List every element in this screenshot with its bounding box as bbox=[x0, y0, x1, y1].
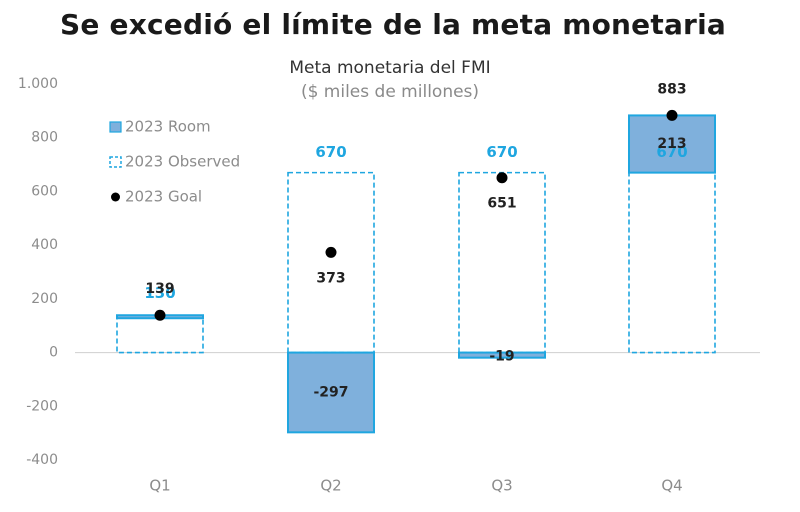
y-tick-label: 600 bbox=[31, 183, 58, 199]
x-tick-label: Q3 bbox=[491, 477, 512, 495]
y-tick-label: 200 bbox=[31, 291, 58, 307]
goal-dot bbox=[154, 309, 166, 321]
goal-value-label: 651 bbox=[487, 196, 516, 212]
x-tick-label: Q4 bbox=[661, 477, 682, 495]
observed-value-label: 670 bbox=[486, 143, 517, 161]
goal-dot bbox=[325, 246, 337, 258]
chart-subtitle: ($ miles de millones) bbox=[300, 82, 480, 102]
legend-swatch-goal bbox=[111, 192, 120, 202]
observed-value-label: 130 bbox=[144, 284, 175, 302]
goal-dot bbox=[496, 172, 508, 184]
x-tick-label: Q2 bbox=[320, 477, 341, 495]
goal-value-label: 883 bbox=[657, 81, 686, 97]
legend-label: 2023 Observed bbox=[125, 153, 240, 171]
observed-value-label: 670 bbox=[315, 143, 346, 161]
room-value-label: -19 bbox=[489, 349, 514, 365]
goal-value-label: 373 bbox=[316, 270, 345, 286]
goal-dot bbox=[666, 109, 678, 121]
y-tick-label: 400 bbox=[31, 237, 58, 253]
room-bar bbox=[458, 351, 546, 359]
observed-bar bbox=[287, 171, 375, 354]
y-tick-label: -200 bbox=[26, 398, 58, 414]
legend-swatch-observed bbox=[109, 156, 122, 168]
legend-label: 2023 Goal bbox=[125, 188, 202, 206]
observed-bar bbox=[628, 171, 716, 354]
legend-label: 2023 Room bbox=[125, 118, 211, 136]
page-title: Se excedió el límite de la meta monetari… bbox=[60, 8, 726, 41]
room-bar bbox=[287, 351, 375, 434]
x-tick-label: Q1 bbox=[149, 477, 170, 495]
legend-swatch-room bbox=[109, 121, 122, 133]
y-tick-label: 1.000 bbox=[18, 76, 58, 92]
room-value-label: -297 bbox=[313, 384, 348, 400]
observed-value-label: 670 bbox=[656, 143, 687, 161]
y-tick-label: 800 bbox=[31, 130, 58, 146]
observed-bar bbox=[116, 316, 204, 354]
room-bar bbox=[628, 114, 716, 174]
goal-value-label: 139 bbox=[145, 281, 174, 297]
y-tick-label: -400 bbox=[26, 452, 58, 468]
y-tick-label: 0 bbox=[49, 345, 58, 361]
room-value-label: 213 bbox=[657, 136, 686, 152]
chart-title: Meta monetaria del FMI bbox=[289, 58, 491, 78]
